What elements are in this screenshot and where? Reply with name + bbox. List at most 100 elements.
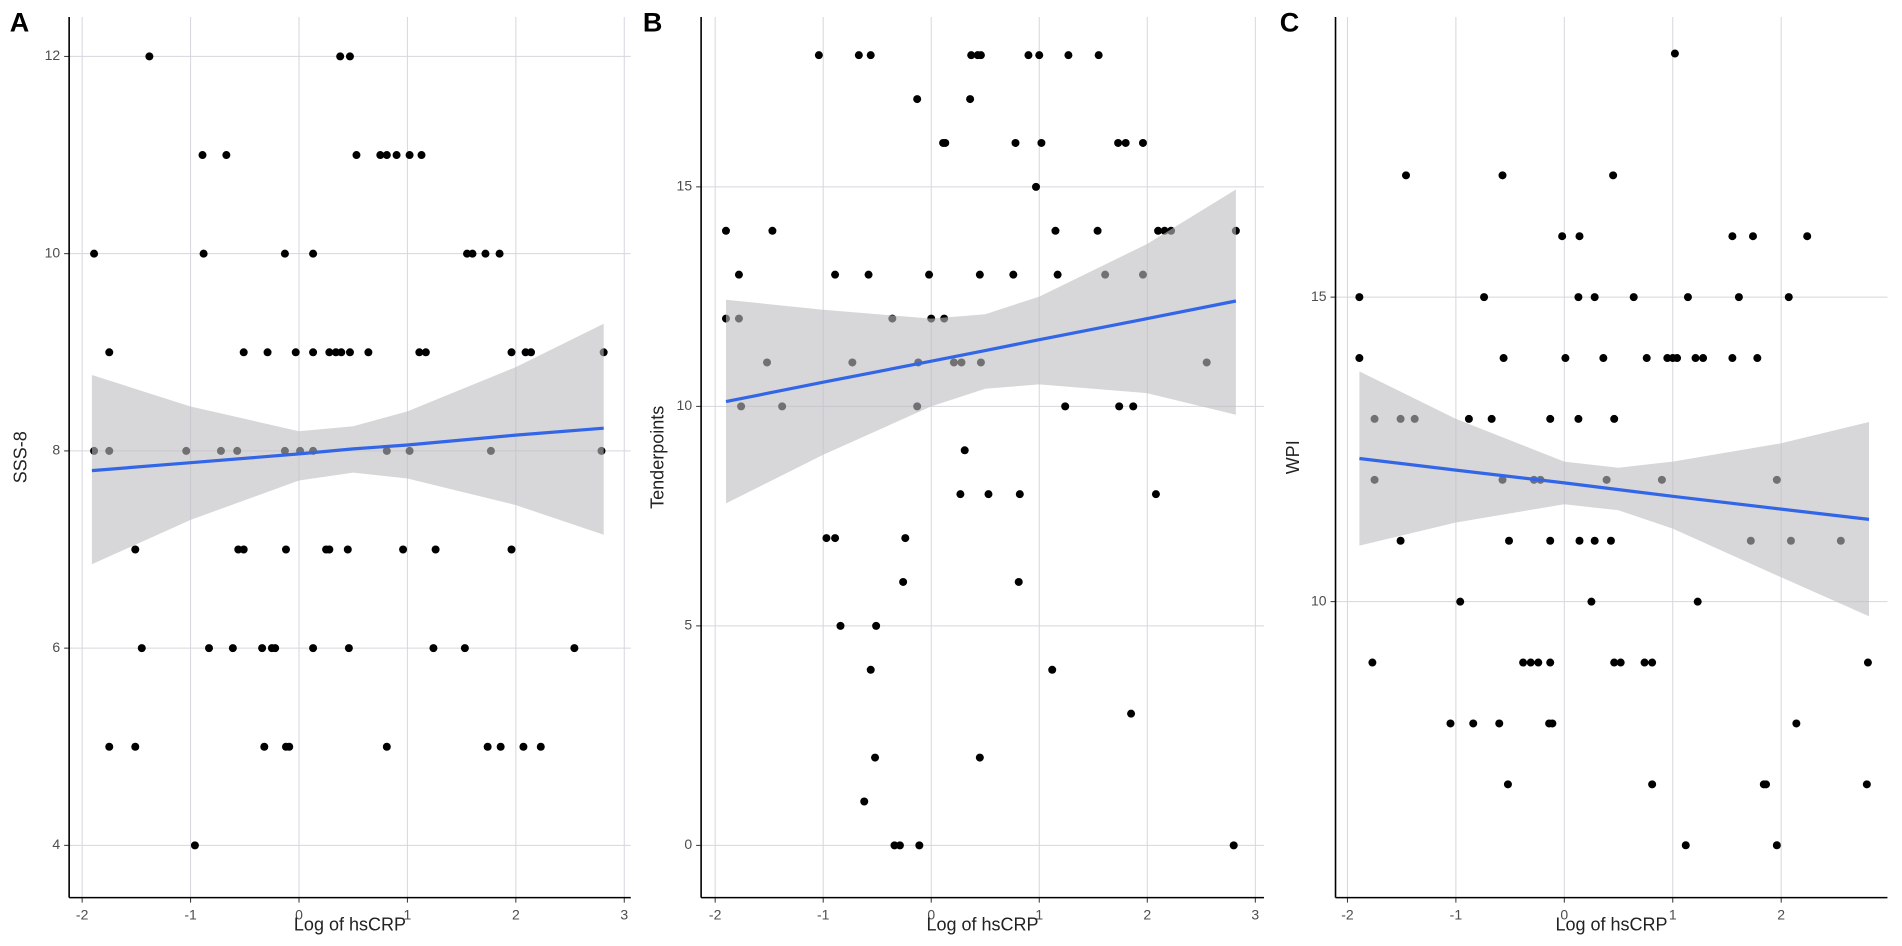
- x-tick-label: 0: [927, 906, 935, 922]
- data-point: [399, 545, 408, 554]
- y-tick-label: 6: [52, 639, 60, 655]
- data-point: [1011, 138, 1020, 147]
- data-point: [1015, 490, 1024, 499]
- data-point: [1121, 138, 1130, 147]
- data-point: [345, 52, 354, 61]
- data-point: [814, 51, 823, 60]
- data-point: [1154, 226, 1163, 235]
- data-point: [1487, 414, 1496, 423]
- x-tick-label: 1: [1035, 906, 1043, 922]
- x-tick-label: -1: [817, 906, 830, 922]
- x-tick-label: 1: [1669, 906, 1677, 922]
- data-point: [1495, 719, 1504, 728]
- data-point: [1863, 658, 1872, 667]
- data-point: [291, 348, 300, 357]
- panel: 10 15 -2 -1 0 1 2 Log of hsCRP WPI C: [1280, 7, 1888, 934]
- data-point: [281, 545, 290, 554]
- x-tick-label: 2: [1143, 906, 1151, 922]
- data-point: [1772, 841, 1781, 850]
- data-point: [145, 52, 154, 61]
- data-point: [1061, 402, 1070, 411]
- x-tick-label: 2: [1777, 906, 1785, 922]
- data-point: [1673, 354, 1682, 363]
- data-point: [536, 742, 545, 751]
- data-point: [1115, 402, 1124, 411]
- data-point: [1546, 658, 1555, 667]
- data-point: [866, 665, 875, 674]
- data-point: [899, 577, 908, 586]
- data-point: [105, 742, 114, 751]
- data-point: [895, 841, 904, 850]
- data-point: [1574, 293, 1583, 302]
- data-point: [1606, 536, 1615, 545]
- data-point: [872, 621, 881, 630]
- data-point: [495, 249, 504, 258]
- data-point: [1587, 597, 1596, 606]
- data-point: [1862, 780, 1871, 789]
- data-point: [1093, 226, 1102, 235]
- data-point: [260, 742, 269, 751]
- data-point: [131, 742, 140, 751]
- data-point: [864, 270, 873, 279]
- x-tick-label: -1: [184, 906, 197, 922]
- data-point: [239, 348, 248, 357]
- data-point: [1640, 658, 1649, 667]
- data-point: [1037, 138, 1046, 147]
- data-point: [345, 348, 354, 357]
- data-point: [1014, 577, 1023, 586]
- data-point: [1590, 293, 1599, 302]
- data-point: [309, 249, 318, 258]
- data-point: [1129, 402, 1138, 411]
- data-point: [1355, 354, 1364, 363]
- data-point: [405, 151, 414, 160]
- data-point: [527, 348, 536, 357]
- data-point: [352, 151, 361, 160]
- data-point: [1728, 354, 1737, 363]
- data-point: [90, 249, 99, 258]
- data-point: [105, 348, 114, 357]
- data-point: [1693, 597, 1702, 606]
- x-axis-title: Log of hsCRP: [294, 914, 406, 934]
- data-point: [925, 270, 934, 279]
- data-point: [1051, 226, 1060, 235]
- data-point: [941, 138, 950, 147]
- data-point: [1803, 232, 1812, 241]
- data-point: [768, 226, 777, 235]
- data-point: [1480, 293, 1489, 302]
- data-point: [1616, 658, 1625, 667]
- data-point: [1064, 51, 1073, 60]
- y-tick-label: 15: [677, 178, 693, 194]
- data-point: [1728, 232, 1737, 241]
- data-point: [1053, 270, 1062, 279]
- data-point: [507, 545, 516, 554]
- x-tick-label: 0: [295, 906, 303, 922]
- regression-line: [1359, 456, 1870, 521]
- y-tick-label: 0: [684, 836, 692, 852]
- y-axis-title: Tenderpoints: [647, 406, 667, 509]
- data-point: [285, 742, 294, 751]
- data-point: [417, 151, 426, 160]
- data-point: [1610, 414, 1619, 423]
- data-point: [1035, 51, 1044, 60]
- data-point: [913, 95, 922, 104]
- data-point: [915, 841, 924, 850]
- data-point: [1558, 232, 1567, 241]
- data-point: [1114, 138, 1123, 147]
- x-tick-label: 0: [1560, 906, 1568, 922]
- data-point: [831, 270, 840, 279]
- data-point: [1546, 414, 1555, 423]
- data-point: [429, 644, 438, 653]
- data-point: [137, 644, 146, 653]
- data-point: [1609, 171, 1618, 180]
- data-point: [966, 95, 975, 104]
- y-tick-label: 12: [45, 47, 61, 63]
- data-point: [1670, 49, 1679, 58]
- data-point: [1534, 658, 1543, 667]
- data-point: [1229, 841, 1238, 850]
- x-tick-label: 1: [404, 906, 412, 922]
- data-point: [431, 545, 440, 554]
- x-axis-title: Log of hsCRP: [927, 914, 1039, 934]
- data-point: [199, 249, 208, 258]
- x-tick-label: 3: [1251, 906, 1259, 922]
